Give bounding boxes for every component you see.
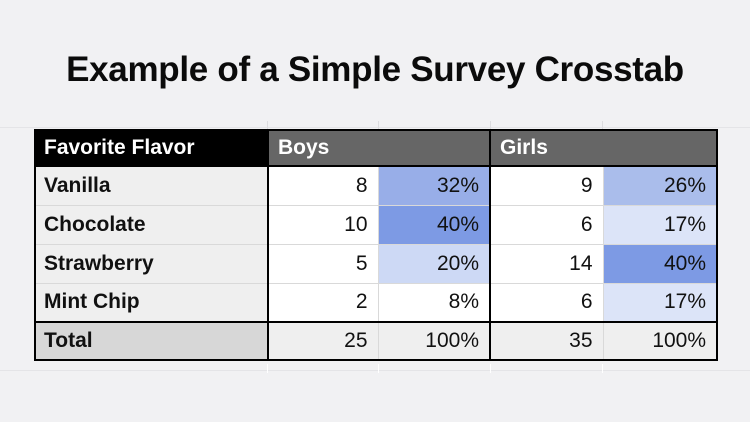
flavor-cell: Mint Chip [34, 282, 269, 323]
sheet-gridline-horizontal-bottom [0, 370, 750, 371]
flavor-cell: Vanilla [34, 165, 269, 206]
table-row-strawberry: Strawberry 5 20% 14 40% [34, 243, 718, 284]
crosstab-table: Favorite Flavor Boys Girls Vanilla 8 32%… [34, 129, 719, 361]
boys-total-count-cell: 25 [267, 321, 379, 361]
sheet-gridline-stub [378, 121, 379, 129]
boys-count-cell: 8 [267, 165, 379, 206]
table-row-total: Total 25 100% 35 100% [34, 321, 718, 361]
sheet-gridline-stub [267, 364, 268, 373]
total-label-cell: Total [34, 321, 269, 361]
table-row-vanilla: Vanilla 8 32% 9 26% [34, 165, 718, 206]
sheet-gridline-stub [490, 364, 491, 373]
sheet-gridline-stub [378, 364, 379, 373]
girls-total-count-cell: 35 [489, 321, 604, 361]
table-row-chocolate: Chocolate 10 40% 6 17% [34, 204, 718, 245]
sheet-gridline-stub [602, 364, 603, 373]
boys-count-cell: 5 [267, 243, 379, 284]
flavor-cell: Chocolate [34, 204, 269, 245]
girls-count-cell: 14 [489, 243, 604, 284]
boys-pct-cell: 8% [377, 282, 492, 323]
boys-pct-cell: 32% [377, 165, 492, 206]
boys-count-cell: 2 [267, 282, 379, 323]
sheet-gridline-stub [490, 121, 491, 129]
girls-pct-cell: 17% [602, 282, 718, 323]
girls-total-pct-cell: 100% [602, 321, 718, 361]
boys-count-cell: 10 [267, 204, 379, 245]
page-title: Example of a Simple Survey Crosstab [66, 50, 684, 89]
header-boys: Boys [267, 129, 492, 167]
boys-pct-cell: 20% [377, 243, 492, 284]
girls-count-cell: 6 [489, 204, 604, 245]
table-row-mint-chip: Mint Chip 2 8% 6 17% [34, 282, 718, 323]
boys-pct-cell: 40% [377, 204, 492, 245]
header-row: Favorite Flavor Boys Girls [34, 129, 718, 167]
girls-count-cell: 9 [489, 165, 604, 206]
sheet-gridline-stub [602, 121, 603, 129]
header-favorite-flavor: Favorite Flavor [34, 129, 269, 167]
sheet-gridline-stub [267, 121, 268, 129]
girls-pct-cell: 40% [602, 243, 718, 284]
flavor-cell: Strawberry [34, 243, 269, 284]
girls-pct-cell: 17% [602, 204, 718, 245]
girls-count-cell: 6 [489, 282, 604, 323]
header-girls: Girls [489, 129, 718, 167]
sheet-gridline-horizontal-top [0, 127, 750, 128]
boys-total-pct-cell: 100% [377, 321, 492, 361]
girls-pct-cell: 26% [602, 165, 718, 206]
